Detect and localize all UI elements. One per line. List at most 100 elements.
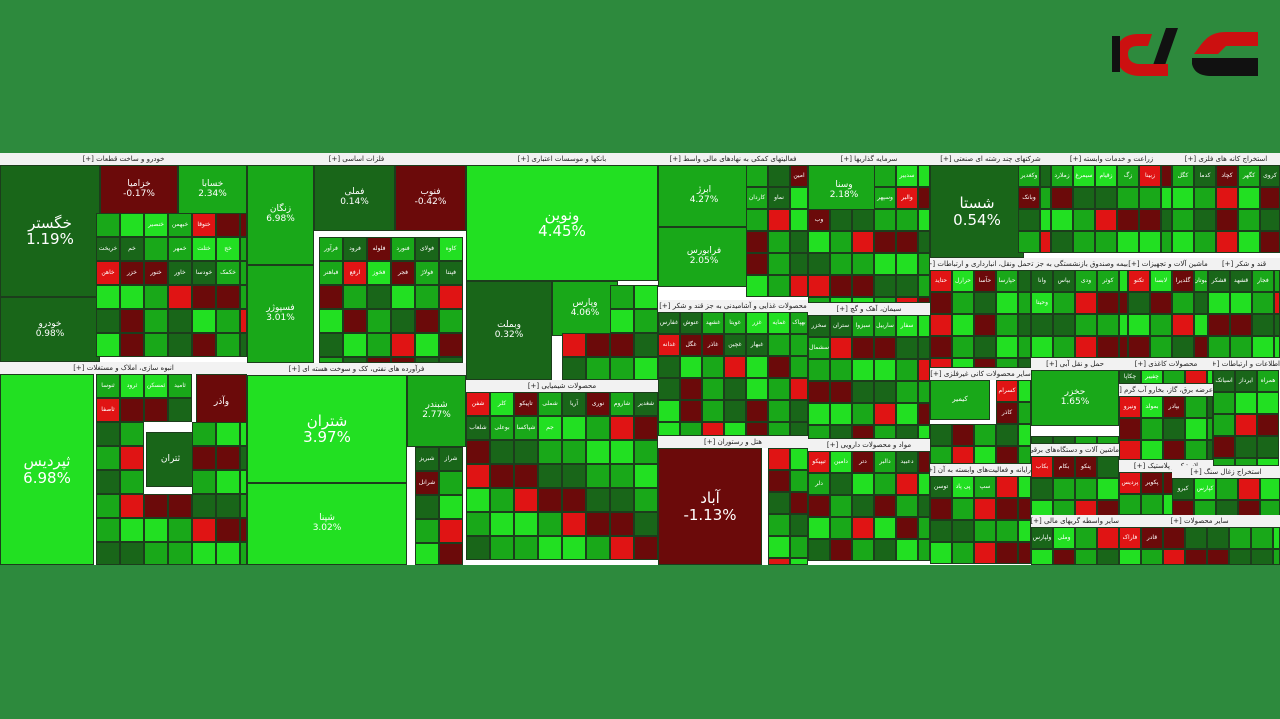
stock-tile[interactable] xyxy=(634,333,658,357)
stock-tile[interactable] xyxy=(746,422,768,436)
stock-tile[interactable]: فولای xyxy=(415,237,439,261)
stock-tile[interactable] xyxy=(120,398,144,422)
stock-tile[interactable]: وملی xyxy=(1053,527,1075,549)
sector-header[interactable]: فعالیتهای کمکی به نهادهای مالی واسط [+] xyxy=(658,153,808,165)
stock-tile[interactable] xyxy=(439,357,463,363)
stock-tile[interactable] xyxy=(852,425,874,439)
stock-tile[interactable] xyxy=(586,333,610,357)
stock-tile[interactable] xyxy=(1274,292,1280,314)
stock-tile[interactable] xyxy=(1257,458,1279,466)
stock-tile[interactable] xyxy=(562,536,586,560)
stock-tile[interactable] xyxy=(1172,500,1194,516)
stock-tile[interactable] xyxy=(1230,336,1252,358)
stock-tile[interactable] xyxy=(1251,549,1273,565)
stock-tile[interactable]: ولپارس xyxy=(1031,527,1053,549)
stock-tile[interactable] xyxy=(240,494,247,518)
stock-tile[interactable] xyxy=(367,309,391,333)
stock-tile[interactable] xyxy=(896,297,918,303)
stock-tile[interactable]: شپنا 3.02% xyxy=(247,483,407,565)
stock-tile[interactable]: سفار xyxy=(896,315,918,337)
stock-tile[interactable] xyxy=(1172,336,1194,358)
stock-tile[interactable] xyxy=(1238,231,1260,253)
stock-tile[interactable] xyxy=(746,378,768,400)
stock-tile[interactable]: ارد xyxy=(918,315,930,337)
stock-tile[interactable] xyxy=(1213,458,1235,466)
stock-tile[interactable] xyxy=(1018,520,1031,542)
sector-header[interactable]: فرآورده های نفتی، کک و سوخت هسته ای [+] xyxy=(247,363,466,375)
stock-tile[interactable]: شرانل xyxy=(415,471,439,495)
stock-tile[interactable] xyxy=(852,359,874,381)
stock-tile[interactable]: قشهد xyxy=(1230,270,1252,292)
stock-tile[interactable]: آریا xyxy=(562,392,586,416)
stock-tile[interactable] xyxy=(1053,436,1075,444)
stock-tile[interactable]: ایرداز xyxy=(1235,370,1257,392)
stock-tile[interactable] xyxy=(1117,187,1139,209)
stock-tile[interactable] xyxy=(634,488,658,512)
sector-header[interactable]: قند و شکر [+] xyxy=(1208,258,1280,270)
stock-tile[interactable] xyxy=(1260,500,1280,516)
stock-tile[interactable] xyxy=(996,336,1018,358)
stock-tile[interactable] xyxy=(790,470,808,492)
stock-tile[interactable] xyxy=(918,297,930,303)
stock-tile[interactable]: فجار xyxy=(1252,270,1274,292)
stock-tile[interactable] xyxy=(790,253,808,275)
stock-tile[interactable] xyxy=(724,422,746,436)
stock-tile[interactable] xyxy=(874,297,896,303)
stock-tile[interactable] xyxy=(1207,549,1229,565)
stock-tile[interactable]: کاردان xyxy=(746,187,768,209)
stock-tile[interactable]: سخزر xyxy=(808,315,830,337)
stock-tile[interactable] xyxy=(1163,370,1185,384)
stock-tile[interactable] xyxy=(852,231,874,253)
stock-tile[interactable] xyxy=(586,512,610,536)
stock-tile[interactable] xyxy=(1235,392,1257,414)
stock-tile[interactable] xyxy=(808,275,830,297)
stock-tile[interactable] xyxy=(1097,292,1119,314)
stock-tile[interactable]: ثپردیس 6.98% xyxy=(0,374,94,565)
stock-tile[interactable]: خبهمن xyxy=(168,213,192,237)
stock-tile[interactable]: شهر xyxy=(918,187,930,209)
stock-tile[interactable] xyxy=(896,495,918,517)
stock-tile[interactable]: خزر xyxy=(120,261,144,285)
stock-tile[interactable] xyxy=(634,285,658,309)
stock-tile[interactable]: شبندر 2.77% xyxy=(407,375,466,447)
stock-tile[interactable] xyxy=(1208,336,1230,358)
stock-tile[interactable] xyxy=(1150,292,1172,314)
stock-tile[interactable]: خاور xyxy=(168,261,192,285)
stock-tile[interactable]: همراه xyxy=(1257,370,1279,392)
stock-tile[interactable] xyxy=(586,464,610,488)
stock-tile[interactable] xyxy=(1053,292,1075,314)
stock-tile[interactable] xyxy=(918,403,930,425)
stock-tile[interactable]: وانا xyxy=(1031,270,1053,292)
stock-tile[interactable] xyxy=(952,542,974,564)
stock-tile[interactable] xyxy=(1185,396,1207,418)
stock-tile[interactable] xyxy=(367,333,391,357)
stock-tile[interactable] xyxy=(192,333,216,357)
stock-tile[interactable]: ختوقا xyxy=(192,213,216,237)
stock-tile[interactable] xyxy=(974,314,996,336)
stock-tile[interactable]: والبر xyxy=(896,187,918,209)
stock-tile[interactable]: بکاب xyxy=(1031,456,1053,478)
stock-tile[interactable] xyxy=(240,518,247,542)
stock-tile[interactable] xyxy=(1238,209,1260,231)
stock-tile[interactable]: حرارل xyxy=(952,270,974,292)
sector-header[interactable]: محصولات کاغذی [+] xyxy=(1119,358,1213,370)
stock-tile[interactable] xyxy=(1252,336,1274,358)
stock-tile[interactable] xyxy=(952,336,974,358)
stock-tile[interactable]: پردیس xyxy=(1119,472,1141,494)
stock-tile[interactable]: حتاید xyxy=(930,270,952,292)
stock-tile[interactable]: وبهر xyxy=(918,165,930,187)
stock-tile[interactable]: لابسا xyxy=(1150,270,1172,292)
stock-tile[interactable]: ارفع xyxy=(343,261,367,285)
stock-tile[interactable] xyxy=(1128,314,1150,336)
stock-tile[interactable] xyxy=(192,518,216,542)
stock-tile[interactable]: غچین xyxy=(724,334,746,356)
sector-header[interactable]: مواد و محصولات دارویی [+] xyxy=(808,439,930,451)
sector-header[interactable]: ماشین آلات و تجهیزات [+] xyxy=(1128,258,1208,270)
stock-tile[interactable] xyxy=(192,422,216,446)
stock-tile[interactable] xyxy=(896,473,918,495)
stock-tile[interactable]: قادر xyxy=(1141,527,1163,549)
stock-tile[interactable] xyxy=(538,488,562,512)
stock-tile[interactable] xyxy=(192,446,216,470)
stock-tile[interactable] xyxy=(790,448,808,470)
stock-tile[interactable]: آباد -1.13% xyxy=(658,448,762,565)
